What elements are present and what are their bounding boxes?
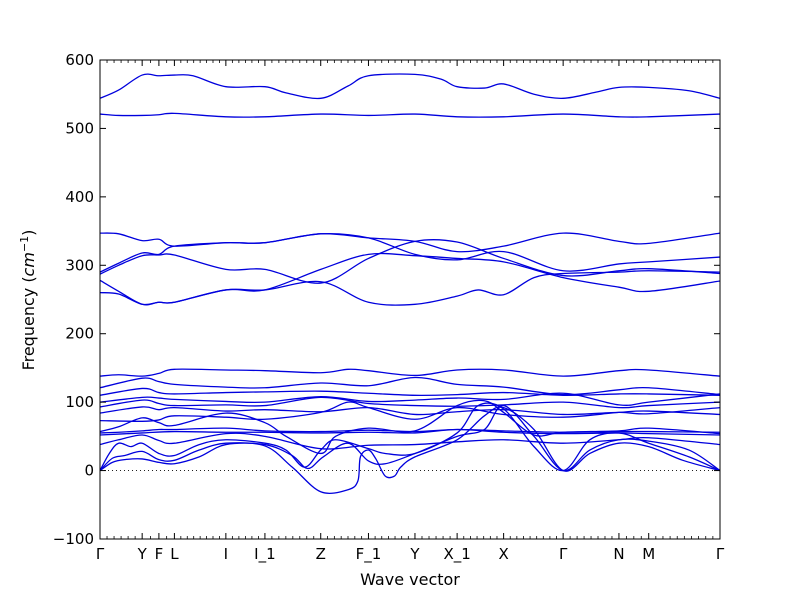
plot-background xyxy=(100,60,720,539)
x-tick-label: Z xyxy=(316,545,326,563)
y-axis: −100 0 100 200 300 400 500 600 xyxy=(53,51,720,548)
y-axis-title-unit-exp: −1 xyxy=(18,236,31,252)
band-line-7 xyxy=(99,270,721,306)
y-axis-title-main: Frequency xyxy=(19,288,38,371)
x-tick-label: I_1 xyxy=(254,545,275,564)
y-tick-label: 600 xyxy=(65,51,94,69)
band-line-19 xyxy=(99,402,721,472)
band-line-8 xyxy=(99,368,721,377)
x-tick-label: F_1 xyxy=(356,545,382,564)
band-line-5 xyxy=(99,238,721,284)
band-line-9 xyxy=(99,376,721,396)
y-axis-title-unit: cm xyxy=(19,252,38,276)
x-tick-label: X_1 xyxy=(443,545,470,564)
y-tick-label: 200 xyxy=(65,325,94,343)
x-tick-label: Y xyxy=(409,545,420,563)
band-line-18 xyxy=(99,432,721,450)
band-line-12 xyxy=(99,396,721,409)
x-tick-label: M xyxy=(642,545,655,563)
band-line-2 xyxy=(99,112,721,118)
x-tick-label: Γ xyxy=(96,545,105,563)
band-line-16 xyxy=(99,427,721,434)
y-tick-label: −100 xyxy=(53,530,94,548)
band-line-3 xyxy=(99,232,721,272)
band-line-4 xyxy=(99,232,721,273)
x-tick-label: N xyxy=(613,545,624,563)
band-line-11 xyxy=(99,392,721,406)
x-tick-label: L xyxy=(170,545,179,563)
x-tick-label: X xyxy=(498,545,508,563)
band-line-14 xyxy=(99,401,721,422)
x-axis-title: Wave vector xyxy=(360,570,460,589)
y-axis-title-open: ( xyxy=(19,276,38,287)
band-line-10 xyxy=(99,387,721,397)
x-axis: Γ Y F L I I_1 Z F_1 Y X_1 X Γ N M Γ xyxy=(96,60,725,564)
x-tick-label: Γ xyxy=(559,545,568,563)
y-tick-label: 500 xyxy=(65,119,94,137)
x-tick-label: Y xyxy=(137,545,148,563)
y-tick-label: 100 xyxy=(65,393,94,411)
y-axis-title: Frequency (cm−1) xyxy=(18,230,38,371)
x-tick-label: F xyxy=(155,545,164,563)
y-axis-title-close: ) xyxy=(19,230,38,236)
band-line-21 xyxy=(99,404,721,472)
band-line-1 xyxy=(99,73,721,100)
x-tick-label: I xyxy=(224,545,228,563)
plot-frame xyxy=(99,59,721,540)
x-tick-label: Γ xyxy=(716,545,725,563)
bands-layer xyxy=(99,73,721,494)
y-tick-label: 300 xyxy=(65,256,94,274)
y-tick-label: 400 xyxy=(65,188,94,206)
y-tick-label: 0 xyxy=(84,462,94,480)
